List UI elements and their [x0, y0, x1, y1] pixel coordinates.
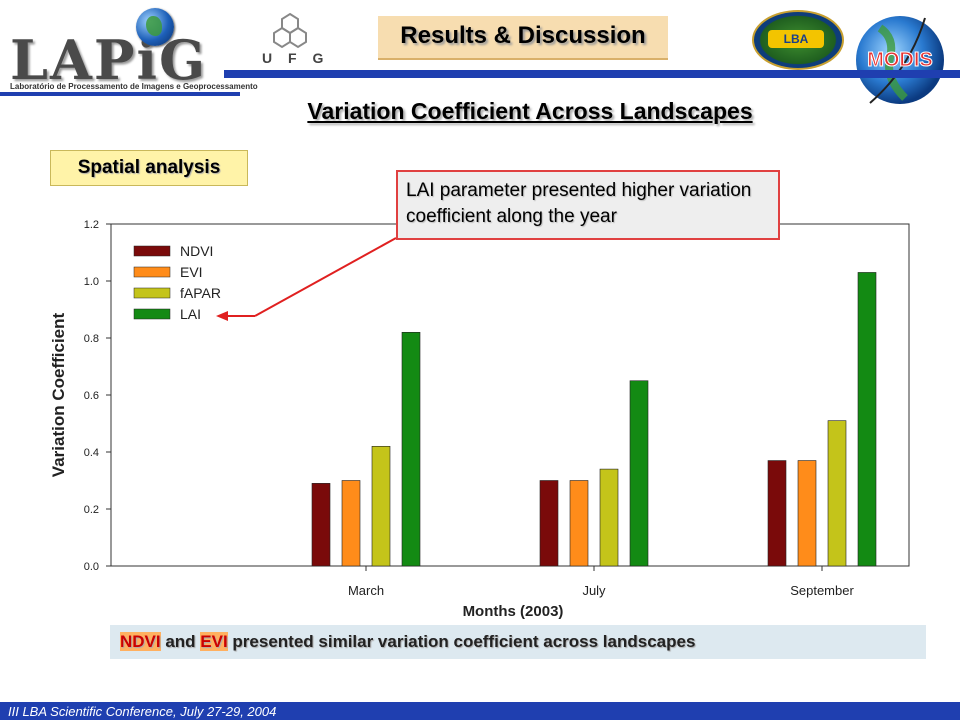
- x-axis-label: Months (2003): [463, 603, 564, 620]
- footnote-ndvi: NDVI: [120, 632, 161, 651]
- x-tick-label: March: [348, 583, 384, 598]
- bar: [797, 460, 817, 567]
- bar: [827, 420, 847, 567]
- y-axis-label: Variation Coefficient: [49, 312, 68, 477]
- modis-logo-icon: MODIS: [856, 16, 944, 104]
- page-title: Results & Discussion: [400, 22, 646, 49]
- modis-logo-text: MODIS: [867, 49, 933, 71]
- slide-subtitle: Variation Coefficient Across Landscapes: [307, 98, 753, 124]
- y-tick-label: 0.4: [84, 447, 99, 459]
- bar: [767, 460, 787, 567]
- y-tick-label: 1.2: [84, 219, 99, 231]
- lai-callout: LAI parameter presented higher variation…: [396, 170, 780, 240]
- bar: [569, 480, 589, 567]
- bar: [311, 483, 331, 567]
- legend-swatch: [133, 245, 171, 257]
- bar: [341, 480, 361, 567]
- y-tick-label: 0.0: [84, 561, 99, 573]
- y-tick-label: 0.6: [84, 390, 99, 402]
- header-divider-left: [0, 92, 240, 96]
- plot-area: [110, 223, 910, 567]
- legend-label: NDVI: [180, 243, 213, 259]
- footnote-and: and: [160, 632, 201, 651]
- bar: [599, 468, 619, 567]
- ufg-logo-text: U F G: [262, 50, 330, 66]
- y-tick-label: 0.2: [84, 504, 99, 516]
- legend-label: fAPAR: [180, 285, 221, 301]
- bar: [371, 445, 391, 567]
- footnote-rest: presented similar variation coefficient …: [227, 632, 696, 651]
- globe-land-shape: [146, 16, 162, 36]
- legend-swatch: [133, 287, 171, 299]
- legend-swatch: [133, 308, 171, 320]
- lba-logo-text: LBA: [768, 30, 824, 48]
- callout-arrow-line: [254, 237, 397, 317]
- x-tick-label: July: [582, 583, 606, 598]
- lapig-logo-text: LAPiG: [10, 28, 208, 92]
- lapig-logo-subtitle: Laboratório de Processamento de Imagens …: [10, 82, 258, 91]
- x-tick-label: September: [790, 583, 854, 598]
- legend-swatch: [133, 266, 171, 278]
- bar: [401, 331, 421, 567]
- header-divider: [224, 70, 960, 78]
- section-label: Spatial analysis: [50, 150, 248, 186]
- y-tick-label: 1.0: [84, 276, 99, 288]
- footer-bar: [0, 702, 960, 720]
- footnote: NDVI and EVI presented similar variation…: [110, 625, 926, 659]
- footer-text: III LBA Scientific Conference, July 27-2…: [8, 704, 277, 719]
- legend-label: LAI: [180, 306, 201, 322]
- y-tick-label: 0.8: [84, 333, 99, 345]
- bar: [629, 380, 649, 567]
- footnote-evi: EVI: [200, 632, 228, 651]
- title-banner: [378, 16, 668, 60]
- ufg-logo-icon: [273, 12, 307, 49]
- bar: [539, 480, 559, 567]
- legend-label: EVI: [180, 264, 203, 280]
- bar: [857, 272, 877, 567]
- callout-arrow-head: [216, 311, 228, 321]
